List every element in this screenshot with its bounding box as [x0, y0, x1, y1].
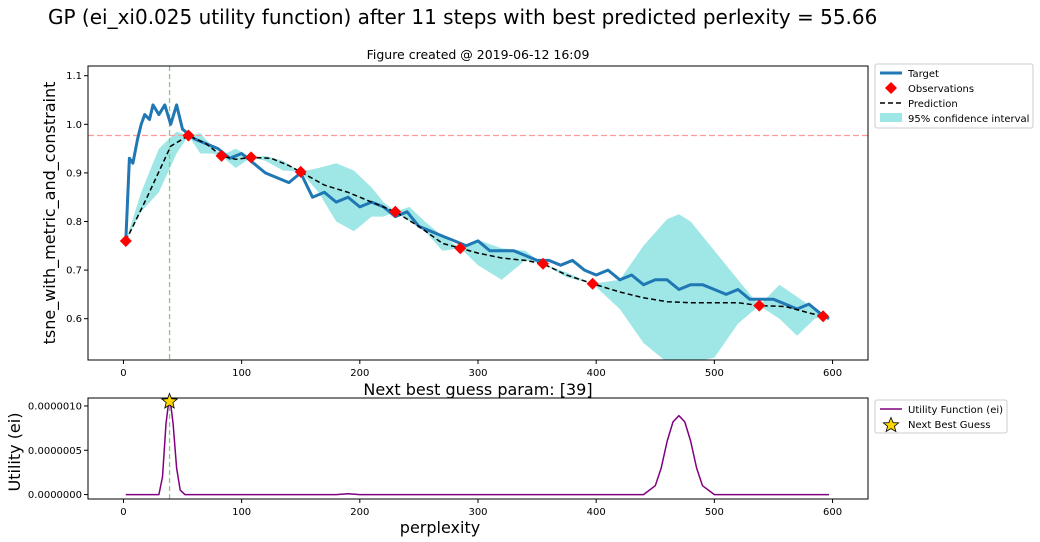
utility-plot-frame	[87, 397, 869, 500]
observation-marker	[215, 149, 228, 162]
utility-plot-panel: Next best guess param: [39] Utility (ei)…	[5, 380, 869, 537]
y-tick-label: 1.0	[66, 120, 82, 131]
legend-observations-label: Observations	[908, 84, 974, 95]
legend-confidence-swatch	[880, 113, 902, 122]
main-plot-panel: Figure created @ 2019-06-12 16:09 tsne_w…	[40, 47, 869, 379]
x-tick-label: 500	[705, 368, 724, 379]
main-plot-frame	[87, 65, 869, 361]
legend-observations-swatch	[885, 82, 897, 94]
y-tick-label: 1.1	[66, 71, 82, 82]
x-tick-label: 0	[120, 507, 126, 518]
y-tick-label: 0.0000000	[28, 490, 82, 501]
figure-suptitle: GP (ei_xi0.025 utility function) after 1…	[48, 5, 878, 29]
x-tick-label: 100	[232, 368, 251, 379]
x-tick-label: 600	[823, 368, 842, 379]
y-tick-label: 0.8	[66, 217, 82, 228]
observation-marker	[586, 277, 599, 290]
utility-plot-title: Next best guess param: [39]	[363, 380, 592, 399]
x-tick-label: 300	[468, 368, 487, 379]
y-tick-label: 0.9	[66, 168, 82, 179]
x-tick-label: 100	[232, 507, 251, 518]
legend-target-label: Target	[907, 69, 939, 80]
y-tick-label: 0.6	[66, 314, 82, 325]
observation-marker	[753, 299, 766, 312]
main-plot-ylabel: tsne_with_metric_and_constraint	[40, 82, 60, 345]
x-tick-label: 500	[705, 507, 724, 518]
utility-plot-xlabel: perplexity	[400, 518, 480, 537]
target-line	[124, 103, 830, 320]
x-tick-label: 400	[587, 507, 606, 518]
x-tick-label: 400	[587, 368, 606, 379]
legend-prediction-label: Prediction	[908, 99, 958, 110]
x-tick-label: 600	[823, 507, 842, 518]
observation-marker	[182, 129, 195, 142]
observation-marker	[245, 151, 258, 164]
observation-marker	[119, 234, 132, 247]
legend-utility-label: Utility Function (ei)	[908, 405, 1003, 416]
confidence-band	[125, 131, 824, 360]
y-tick-label: 0.0000010	[28, 401, 82, 412]
observation-marker	[817, 310, 830, 323]
observation-marker	[294, 165, 307, 178]
utility-plot-ylabel: Utility (ei)	[5, 413, 24, 492]
x-tick-label: 200	[350, 368, 369, 379]
prediction-line	[125, 134, 824, 318]
observation-marker	[389, 205, 402, 218]
x-tick-label: 200	[350, 507, 369, 518]
next-best-guess-marker	[160, 392, 179, 409]
utility-legend: Utility Function (ei) Next Best Guess	[874, 399, 1008, 434]
y-tick-label: 0.0000005	[28, 446, 82, 457]
legend-next-best-guess-label: Next Best Guess	[908, 420, 990, 431]
main-legend: Target Observations Prediction 95% confi…	[874, 63, 1034, 129]
legend-confidence-label: 95% confidence interval	[908, 114, 1029, 125]
main-plot-title: Figure created @ 2019-06-12 16:09	[367, 47, 590, 62]
observation-marker	[454, 242, 467, 255]
x-tick-label: 300	[468, 507, 487, 518]
observation-marker	[537, 257, 549, 270]
x-tick-label: 0	[120, 368, 126, 379]
legend-next-best-guess-swatch	[882, 416, 900, 433]
utility-line	[125, 400, 829, 496]
y-tick-label: 0.7	[66, 266, 82, 277]
